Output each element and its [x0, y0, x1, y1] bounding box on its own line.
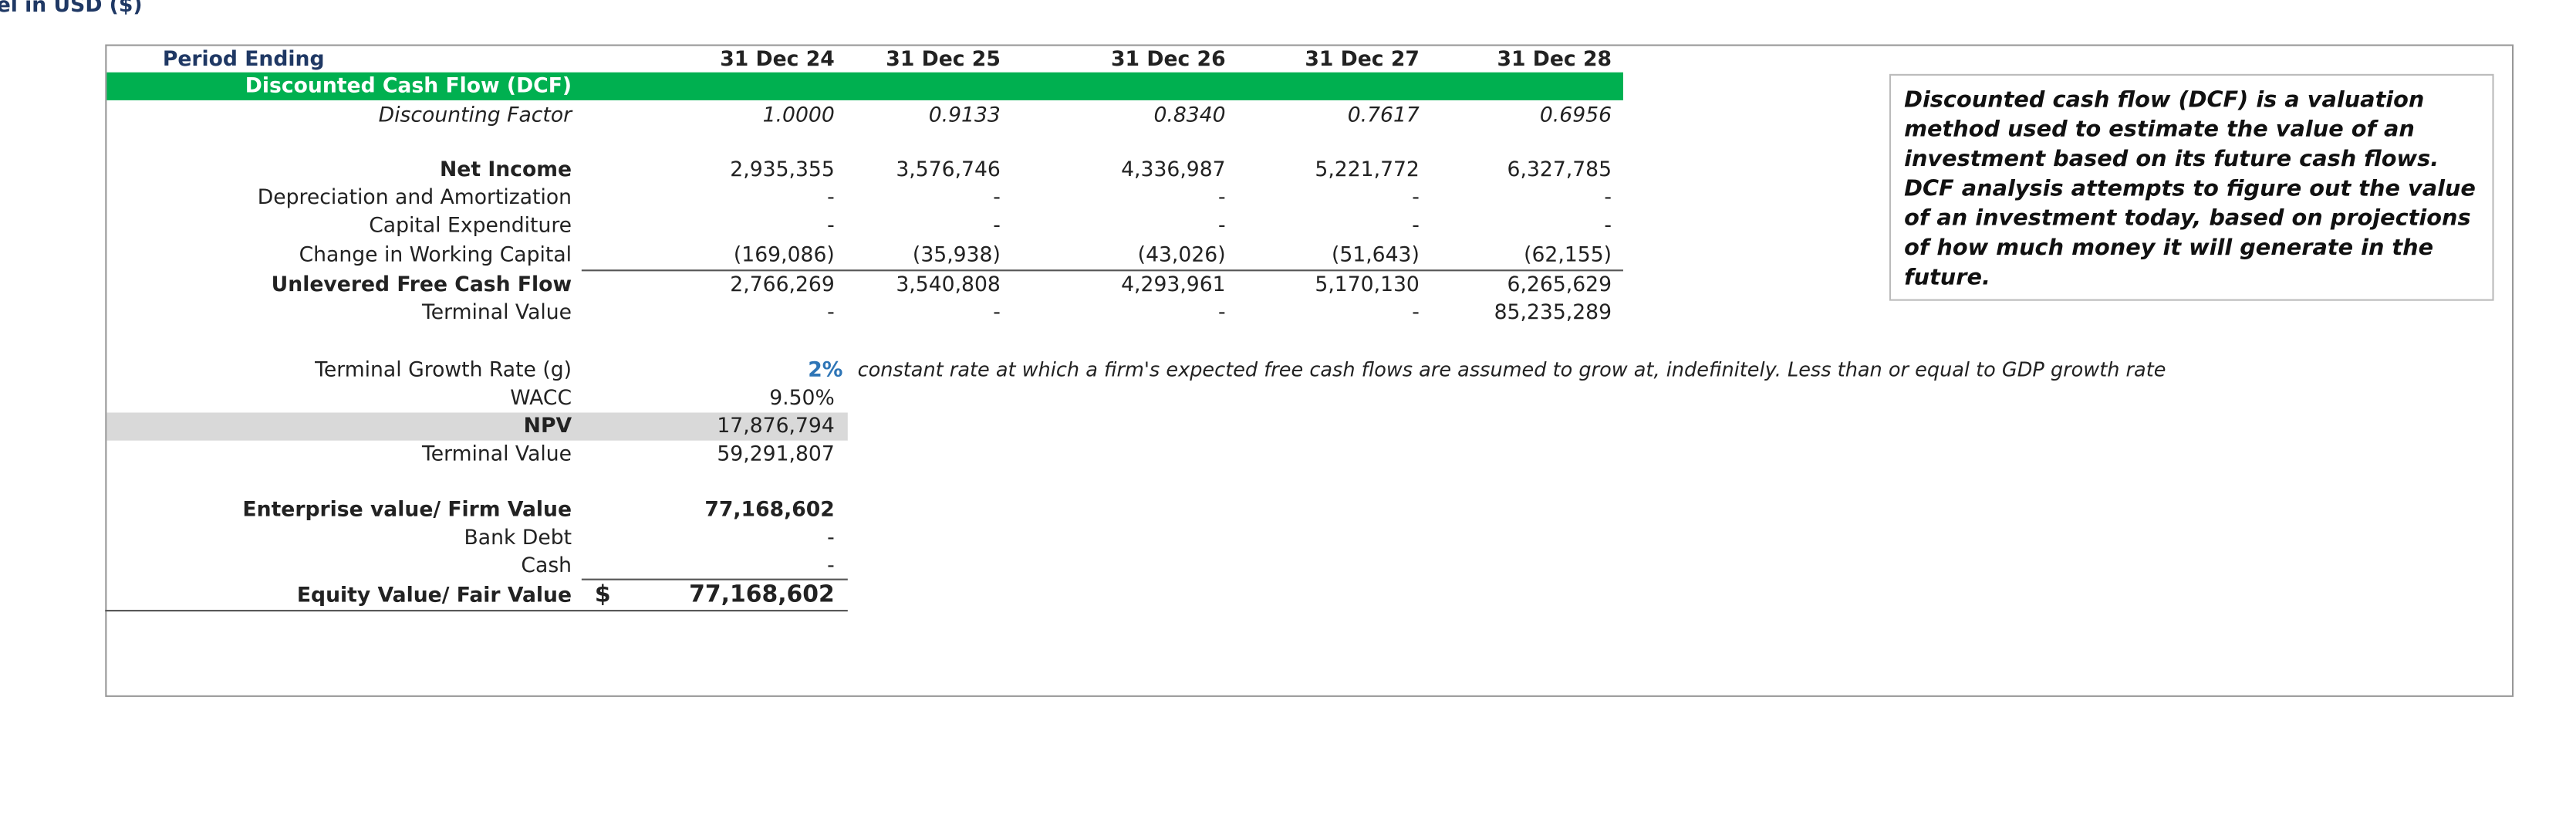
cell-value: 1.0000 — [762, 102, 835, 127]
cell-value: 0.9133 — [928, 102, 1001, 127]
cell-value: - — [827, 524, 835, 550]
cell-value: 85,235,289 — [1494, 299, 1612, 324]
cell-value: - — [1412, 212, 1420, 237]
cell-value: 4,293,961 — [1121, 271, 1226, 296]
cell-value: - — [1217, 184, 1226, 209]
row-label: Terminal Value — [421, 440, 572, 465]
npv-band — [106, 412, 848, 441]
row-label: Enterprise value/ Firm Value — [242, 496, 572, 522]
cell-value: - — [827, 212, 835, 237]
cell-value: 2,935,355 — [730, 156, 835, 181]
cell-value: - — [827, 299, 835, 324]
section-title: Discounted Cash Flow (DCF) — [245, 72, 572, 97]
cell-value: 77,168,602 — [689, 581, 835, 608]
cell-value: - — [1217, 299, 1226, 324]
row-label: WACC — [510, 384, 572, 410]
outer-border — [105, 44, 2514, 697]
cell-value: 5,170,130 — [1315, 271, 1420, 296]
cell-value: - — [1604, 184, 1612, 209]
row-label: Cash — [521, 552, 572, 577]
row-label: NPV — [523, 412, 572, 438]
period-header: 31 Dec 25 — [886, 46, 1001, 71]
cell-value: 6,327,785 — [1507, 156, 1612, 181]
row-label: Terminal Growth Rate (g) — [315, 357, 572, 382]
dcf-band — [106, 72, 1623, 100]
cell-value: - — [1604, 212, 1612, 237]
cell-value: 9.50% — [769, 384, 835, 410]
period-header: 31 Dec 26 — [1111, 46, 1226, 71]
currency: $ — [594, 581, 611, 608]
cell-value: 0.7617 — [1347, 102, 1420, 127]
row-label: Depreciation and Amortization — [257, 184, 572, 209]
cell-value: 3,576,746 — [896, 156, 1001, 181]
cell-value: (169,086) — [733, 242, 835, 266]
cell-value: - — [993, 212, 1001, 237]
row-label: Terminal Value — [421, 299, 572, 324]
cell-value: - — [993, 184, 1001, 209]
cell-value: - — [1412, 299, 1420, 324]
row-label: Capital Expenditure — [369, 212, 572, 237]
cell-value: 5,221,772 — [1315, 156, 1420, 181]
cell-value: - — [1412, 184, 1420, 209]
cell-value: (43,026) — [1137, 242, 1226, 266]
period-header: 31 Dec 28 — [1497, 46, 1612, 71]
units-label: el in USD ($) — [0, 0, 143, 17]
cell-value: 2,766,269 — [730, 271, 835, 296]
row-label: Equity Value/ Fair Value — [296, 581, 572, 607]
equity-underline — [105, 610, 848, 612]
growth-note: constant rate at which a firm's expected… — [857, 358, 2166, 382]
cell-value: 59,291,807 — [717, 440, 835, 465]
cell-value: - — [993, 299, 1001, 324]
row-label: Unlevered Free Cash Flow — [271, 271, 572, 296]
cell-value: 6,265,629 — [1507, 271, 1612, 296]
cell-value: 0.8340 — [1153, 102, 1226, 127]
row-label: Change in Working Capital — [299, 242, 572, 266]
cell-value: 17,876,794 — [717, 412, 835, 438]
cell-value: (62,155) — [1524, 242, 1612, 266]
wc-underline — [581, 269, 1623, 272]
cell-value: 2% — [808, 357, 843, 382]
period-label: Period Ending — [162, 46, 325, 71]
cell-value: - — [827, 552, 835, 577]
cell-value: - — [827, 184, 835, 209]
row-label: Bank Debt — [464, 524, 572, 550]
period-header: 31 Dec 27 — [1305, 46, 1420, 71]
cell-value: (35,938) — [912, 242, 1001, 266]
cell-value: 4,336,987 — [1121, 156, 1226, 181]
cash-underline — [581, 578, 848, 580]
cell-value: 0.6956 — [1539, 102, 1612, 127]
row-label: Net Income — [440, 156, 572, 181]
row-label: Discounting Factor — [378, 102, 572, 127]
note-box: Discounted cash flow (DCF) is a valuatio… — [1889, 73, 2494, 301]
cell-value: 3,540,808 — [896, 271, 1001, 296]
cell-value: - — [1217, 212, 1226, 237]
cell-value: 77,168,602 — [704, 496, 835, 522]
cell-value: (51,643) — [1331, 242, 1420, 266]
period-header: 31 Dec 24 — [720, 46, 835, 71]
